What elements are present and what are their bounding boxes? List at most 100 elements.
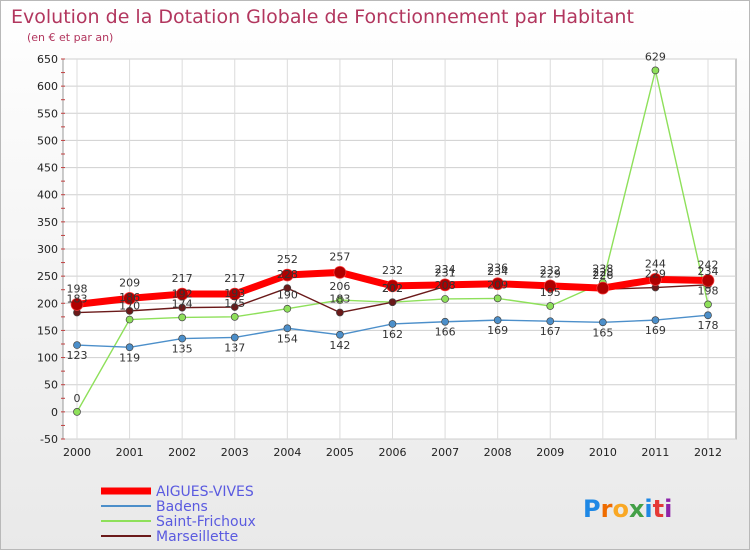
- data-point: [491, 277, 505, 291]
- y-tick-label: 600: [37, 80, 58, 93]
- x-tick-label: 2005: [326, 446, 354, 459]
- y-tick-label: 100: [37, 352, 58, 365]
- data-point: [493, 294, 502, 303]
- data-label: 174: [172, 297, 193, 310]
- data-label: 170: [119, 300, 140, 313]
- data-point: [230, 313, 239, 321]
- brand-letter: x: [629, 495, 645, 523]
- data-label: 217: [224, 272, 245, 285]
- data-point: [280, 268, 294, 282]
- x-tick-label: 2001: [116, 446, 144, 459]
- data-point: [336, 330, 344, 339]
- data-point: [704, 300, 712, 309]
- data-point: [388, 320, 397, 328]
- data-point: [333, 265, 347, 279]
- data-label: 169: [487, 324, 508, 337]
- brand-letter: t: [653, 495, 664, 523]
- y-tick-label: 550: [37, 107, 58, 120]
- data-point: [230, 333, 239, 342]
- legend-entry: Badens: [156, 499, 208, 515]
- data-point: [598, 318, 607, 327]
- data-label: 229: [540, 268, 561, 281]
- x-tick-label: 2006: [379, 446, 407, 459]
- data-point: [230, 303, 239, 311]
- brand-letter: r: [601, 495, 613, 523]
- grid: [62, 58, 737, 440]
- y-tick-label: 350: [37, 216, 58, 229]
- data-point: [596, 281, 610, 295]
- data-label: 208: [435, 279, 456, 292]
- data-label: 167: [540, 325, 561, 338]
- axes: -50 0 50 100 150 200 250 300 350 400 450 500 550 600 6…: [37, 53, 722, 459]
- brand-letter: i: [644, 495, 652, 523]
- data-point: [651, 316, 660, 324]
- data-label: 0: [74, 392, 81, 405]
- data-label: 183: [329, 293, 350, 306]
- data-label: 217: [172, 272, 193, 285]
- chart-title: Evolution de la Dotation Globale de Fonc…: [11, 6, 634, 28]
- data-label: 198: [698, 284, 719, 297]
- y-tick-label: -50: [40, 433, 58, 446]
- data-label: 226: [592, 269, 613, 282]
- y-tick-label: 300: [37, 243, 58, 256]
- x-tick-label: 2007: [431, 446, 459, 459]
- data-point: [73, 341, 81, 349]
- data-label: 162: [382, 328, 403, 341]
- data-point: [283, 304, 292, 313]
- x-tick-label: 2003: [221, 446, 249, 459]
- data-label: 169: [645, 324, 666, 337]
- brand-letter: i: [664, 495, 672, 523]
- data-point: [651, 66, 660, 75]
- data-point: [388, 298, 397, 307]
- y-tick-label: 450: [37, 162, 58, 175]
- x-tick-label: 2002: [168, 446, 196, 459]
- data-point: [701, 274, 715, 287]
- data-label: 190: [277, 289, 298, 302]
- data-label: 231: [435, 266, 456, 279]
- data-point: [228, 287, 242, 301]
- legend-entry: Saint-Frichoux: [156, 514, 256, 530]
- data-label: 236: [487, 262, 508, 275]
- proxiti-logo: Proxiti: [583, 495, 672, 523]
- data-point: [336, 296, 344, 304]
- data-label: 234: [435, 263, 456, 276]
- x-tick-label: 2011: [641, 446, 669, 459]
- data-point: [125, 315, 134, 324]
- brand-letter: P: [583, 495, 601, 523]
- data-label: 242: [698, 258, 719, 271]
- data-point: [704, 311, 712, 320]
- data-point: [283, 284, 292, 292]
- data-point: [543, 279, 557, 293]
- data-label: 252: [277, 253, 298, 266]
- y-tick-label: 250: [37, 270, 58, 283]
- y-tick-label: 200: [37, 297, 58, 310]
- data-point: [441, 317, 449, 326]
- x-tick-label: 2012: [694, 446, 722, 459]
- data-point: [386, 279, 399, 293]
- data-label: 137: [224, 341, 245, 354]
- data-label: 209: [119, 276, 140, 289]
- data-label: 198: [67, 282, 88, 295]
- data-label: 234: [487, 265, 508, 278]
- data-point: [73, 408, 81, 416]
- y-tick-label: 500: [37, 134, 58, 147]
- y-tick-label: 650: [37, 53, 58, 66]
- data-label: 232: [540, 264, 561, 277]
- data-point: [125, 307, 134, 315]
- data-point: [546, 317, 555, 326]
- y-tick-label: 0: [51, 406, 58, 419]
- data-label: 192: [172, 288, 193, 301]
- data-point: [123, 292, 136, 305]
- brand-letter: o: [612, 495, 629, 523]
- data-label: 178: [698, 319, 719, 332]
- data-point: [175, 287, 189, 301]
- data-label: 209: [487, 278, 508, 291]
- y-tick-label: 50: [44, 379, 58, 392]
- data-label: 232: [382, 264, 403, 277]
- legend-entry: Marseillette: [156, 529, 238, 545]
- data-label: 234: [698, 265, 719, 278]
- chart-subtitle: (en € et par an): [27, 31, 113, 44]
- data-point: [649, 273, 662, 286]
- data-label: 186: [119, 291, 140, 304]
